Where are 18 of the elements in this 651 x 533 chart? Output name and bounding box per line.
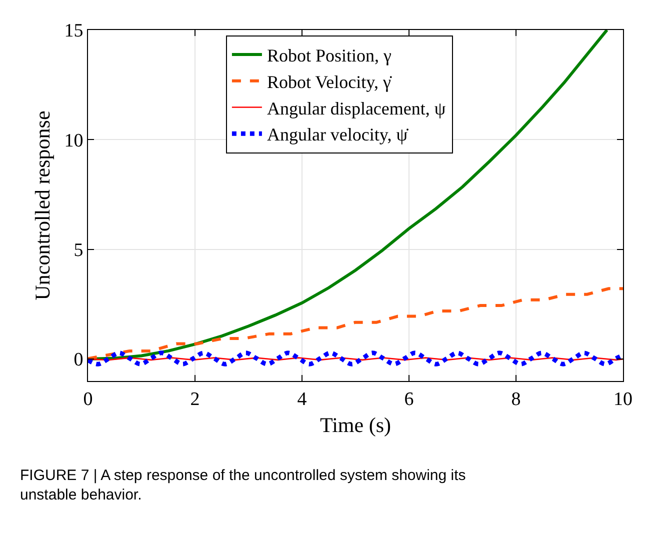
x-tick-label: 10 [614, 388, 632, 410]
line-series [88, 287, 623, 360]
y-tick-label: 5 [74, 240, 84, 262]
x-tick-label: 4 [297, 388, 308, 410]
legend-label: Angular velocity, ψ̇ [266, 124, 409, 145]
line-series [88, 350, 623, 366]
y-axis-title: Uncontrolled response [30, 110, 54, 300]
caption: FIGURE 7 | A step response of the uncontrolled system showing its unstable behavior. [20, 467, 466, 504]
x-axis-title: Time (s) [320, 413, 391, 437]
x-tick-label: 8 [511, 388, 521, 410]
y-tick-label: 15 [64, 20, 84, 42]
legend-label: Robot Position, γ [266, 45, 392, 66]
legend-label: Robot Velocity, γ̇ [266, 72, 392, 92]
x-tick-label: 2 [190, 388, 200, 410]
x-tick-label: 6 [404, 388, 414, 410]
legend-label: Angular displacement, ψ [266, 98, 446, 118]
y-tick-label: 0 [74, 350, 84, 371]
y-tick-label: 10 [64, 130, 84, 152]
